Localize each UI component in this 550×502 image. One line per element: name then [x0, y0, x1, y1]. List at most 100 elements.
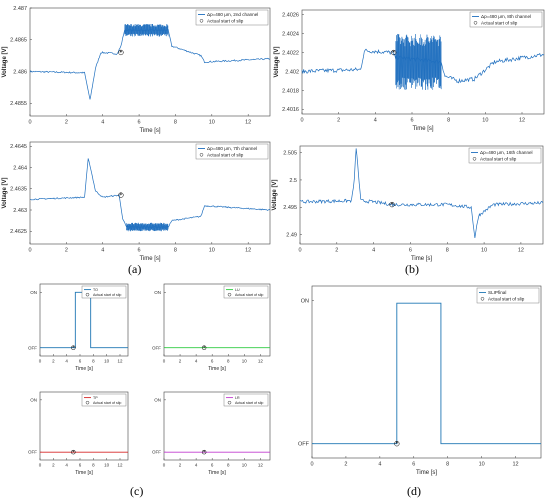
legend-box — [195, 143, 269, 160]
y-tick-label: 2.495 — [283, 205, 297, 211]
legend-entry-slip: Actual start of slip — [207, 152, 244, 157]
x-tick-label: 0 — [39, 463, 42, 468]
y-tick-label: 2.4625 — [10, 229, 27, 235]
x-tick-label: 2 — [179, 463, 182, 468]
x-tick-label: 0 — [298, 248, 301, 254]
legend-entry-slip: Actual start of slip — [480, 156, 517, 161]
series-line-slipfinal — [312, 302, 541, 445]
legend-box — [468, 147, 542, 164]
slip-marker — [71, 345, 76, 350]
x-tick-label: 8 — [447, 118, 450, 124]
noisy-oscillation — [124, 24, 169, 37]
x-axis-label: Time [s] — [139, 256, 160, 262]
axes-box — [29, 7, 271, 117]
y-tick-label: ON — [154, 397, 161, 402]
slip-marker — [118, 49, 124, 56]
slip-marker-star: * — [203, 345, 206, 351]
legend-box — [195, 9, 269, 26]
x-tick-label: 8 — [92, 463, 95, 468]
slip-marker-star: * — [119, 192, 122, 199]
legend-entry-slip: Actual start of slip — [235, 293, 263, 297]
y-axis-label: Voltage [V] — [272, 180, 278, 211]
legend-entry-series: Δp=480 μm, 8th channel — [481, 14, 531, 19]
x-tick-label: 4 — [101, 248, 104, 254]
x-tick-label: 10 — [209, 120, 215, 126]
x-tick-label: 12 — [117, 463, 123, 468]
panel-label-d: (d) — [407, 484, 421, 498]
x-tick-label: 10 — [209, 248, 215, 254]
noisy-oscillation — [126, 222, 169, 232]
x-tick-label: 2 — [65, 248, 68, 254]
y-tick-label: ON — [30, 290, 37, 295]
x-tick-label: 6 — [412, 462, 415, 468]
slip-marker-star: * — [391, 201, 394, 208]
chart-a-top: 0 2 4 6 8 10 12 2.4855 2.486 2.4865 2.487 Time [s] V… — [2, 6, 271, 134]
x-tick-label: 4 — [65, 463, 68, 468]
x-tick-label: 6 — [79, 359, 82, 364]
legend-entry-series: LR — [235, 396, 240, 400]
legend-box — [469, 11, 543, 28]
x-tick-label: 2 — [344, 462, 347, 468]
y-tick-label: 2.49 — [286, 233, 297, 239]
x-tick-label: 10 — [481, 248, 487, 254]
x-tick-label: 4 — [378, 462, 381, 468]
x-tick-label: 4 — [372, 248, 375, 254]
x-tick-label: 2 — [52, 359, 55, 364]
x-tick-label: 2 — [65, 120, 68, 126]
y-tick-label: OFF — [298, 442, 310, 448]
legend-entry-slip: Actual start of slip — [488, 296, 525, 301]
x-tick-label: 4 — [101, 120, 104, 126]
legend-marker-swatch — [85, 292, 90, 297]
slip-marker — [394, 441, 400, 447]
x-tick-label: 4 — [374, 118, 377, 124]
y-tick-label: OFF — [28, 345, 37, 350]
x-tick-label: 0 — [28, 120, 31, 126]
legend-box — [223, 393, 269, 407]
legend-marker-swatch — [227, 400, 232, 405]
y-tick-label: ON — [154, 290, 161, 295]
legend-marker-swatch — [472, 157, 477, 161]
y-tick-label: 2.5 — [289, 178, 297, 184]
legend-marker-swatch — [480, 297, 485, 301]
y-tick-label: 2.4022 — [282, 50, 299, 56]
y-axis-label: Voltage [V] — [2, 47, 8, 78]
slip-marker-star: * — [72, 345, 75, 351]
legend-marker-swatch — [227, 292, 232, 297]
legend-marker-swatch — [199, 19, 204, 23]
x-tick-label: 12 — [518, 248, 524, 254]
x-tick-label: 6 — [211, 359, 214, 364]
slip-marker — [118, 192, 124, 198]
x-tick-label: 12 — [512, 462, 518, 468]
legend-marker-swatch — [199, 153, 204, 157]
legend-entry-series: TO — [93, 288, 98, 292]
panel-label-c: (c) — [130, 484, 144, 498]
y-axis-label: Voltage [V] — [274, 47, 280, 78]
series-line-to — [40, 291, 128, 349]
x-axis-label: Time [s] — [412, 126, 433, 132]
y-tick-label: 2.4865 — [10, 38, 27, 44]
x-tick-label: 4 — [65, 359, 68, 364]
legend-entry-slip: Actual start of slip — [235, 401, 263, 405]
legend-entry-series: Δp=480 μm, 7th channel — [207, 146, 257, 151]
chart-b-top: 0 2 4 6 8 10 12 2.4016 2.4018 2.402 2.4022 2.4024 2.… — [274, 9, 545, 132]
x-tick-label: 0 — [163, 463, 166, 468]
x-tick-label: 2 — [179, 359, 182, 364]
legend-marker-swatch — [85, 400, 90, 405]
slip-marker-star: * — [119, 49, 122, 56]
y-tick-label: OFF — [28, 450, 37, 455]
slip-marker-star: * — [392, 49, 395, 56]
y-tick-label: 2.4018 — [282, 88, 299, 94]
x-tick-label: 2 — [337, 118, 340, 124]
x-tick-label: 8 — [446, 248, 449, 254]
x-tick-label: 10 — [104, 359, 110, 364]
